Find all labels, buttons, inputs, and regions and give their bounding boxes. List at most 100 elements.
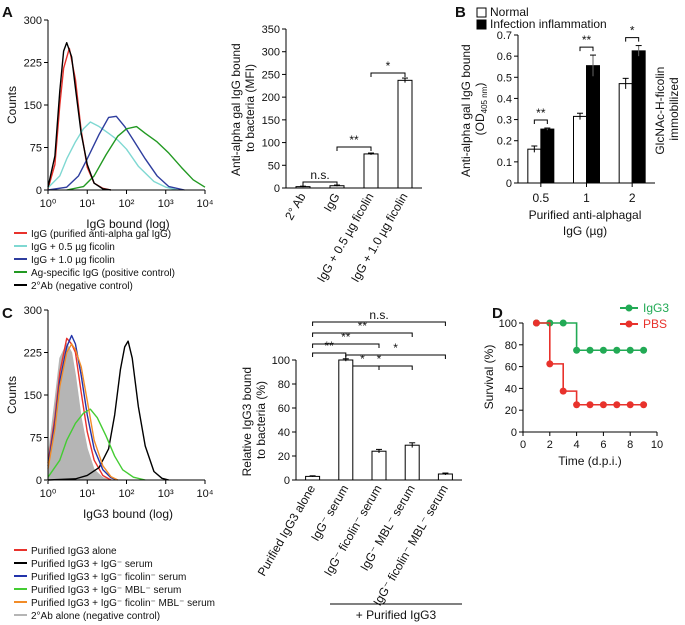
b-xlabel-line2: IgG (µg) xyxy=(563,224,607,238)
c-legend-label: Purified IgG3 alone xyxy=(31,546,117,557)
b-ylabel-subscript: 405 nm xyxy=(480,86,489,113)
b-legend-swatch-normal xyxy=(476,7,487,18)
d-y-tick-label: 80 xyxy=(505,340,517,352)
a-bar-y-tick-label: 200 xyxy=(262,92,280,104)
b-category-label: 0.5 xyxy=(532,191,549,205)
c-bar-ylabel-line2: to bacteria (%) xyxy=(254,381,268,459)
d-legend-marker-pbs xyxy=(625,320,633,328)
d-marker-igg3 xyxy=(613,346,621,354)
d-marker-pbs xyxy=(573,401,581,409)
c-legend-label: Purified IgG3 + IgG⁻ MBL⁻ serum xyxy=(31,585,181,596)
d-marker-igg3 xyxy=(640,346,648,354)
b-right-label: GlcNAc-H-ficolin immobilized xyxy=(653,63,681,154)
c-bar-group-caption: + Purified IgG3 xyxy=(356,608,437,622)
c-bar-y-tick-label: 20 xyxy=(278,451,290,463)
c-bar-sig-bracket xyxy=(312,352,347,357)
c-bar-sig-label: n.s. xyxy=(369,308,388,322)
d-marker-igg3 xyxy=(599,346,607,354)
a-bar-ylabel-line1: Anti-alpha gal IgG bound xyxy=(229,43,243,176)
a-bar-sig-bracket xyxy=(302,181,338,186)
d-marker-pbs xyxy=(640,401,648,409)
b-bar-normal xyxy=(527,148,542,184)
b-bar-normal xyxy=(618,83,633,184)
c-bar-sig-label: ** xyxy=(358,319,368,333)
c-hist-series-4 xyxy=(47,408,146,481)
c-bar-sig-label: ** xyxy=(325,339,335,353)
c-bar-sig-bracket xyxy=(312,321,446,326)
a-hist-x-tick-label: 10⁴ xyxy=(197,198,214,210)
panel-c-legend: Purified IgG3 alone Purified IgG3 + IgG⁻… xyxy=(14,546,215,622)
d-xlabel: Time (d.p.i.) xyxy=(558,454,622,468)
c-legend-label: Purified IgG3 + IgG⁻ serum xyxy=(31,559,153,570)
b-ylabel-line1: Anti-alpha gal IgG bound xyxy=(459,44,473,177)
d-x-tick-label: 2 xyxy=(547,439,553,451)
a-bar-ylabel-line2: to bacteria (MFI) xyxy=(243,64,257,152)
b-ylabel: Anti-alpha gal IgG bound (OD405 nm) xyxy=(459,41,489,177)
a-bar-y-tick-label: 50 xyxy=(268,160,280,172)
d-y-tick-label: 20 xyxy=(505,405,517,417)
d-legend-marker-igg3 xyxy=(625,304,633,312)
c-bar-sig-bracket xyxy=(312,343,380,348)
b-ylabel-prefix: (OD xyxy=(473,113,487,135)
a-bar-sig-bracket xyxy=(336,146,372,151)
a-hist-y-tick-label: 225 xyxy=(24,58,42,70)
a-legend-label: IgG + 0.5 µg ficolin xyxy=(31,242,115,253)
c-bar-y-tick-label: 100 xyxy=(272,355,290,367)
c-hist-xlabel: IgG3 bound (log) xyxy=(83,507,173,521)
a-bar-bar xyxy=(363,153,379,189)
b-sig-bracket xyxy=(579,46,594,52)
c-hist-y-tick-label: 225 xyxy=(24,348,42,360)
b-ylabel-suffix: ) xyxy=(473,83,487,87)
c-bar-bar xyxy=(371,450,387,481)
c-hist-y-tick-label: 150 xyxy=(24,390,42,402)
a-bar-y-tick-label: 250 xyxy=(262,69,280,81)
d-marker-pbs xyxy=(532,319,540,327)
a-bar-ylabel: Anti-alpha gal IgG bound to bacteria (MF… xyxy=(229,40,257,176)
d-marker-pbs xyxy=(613,401,621,409)
b-y-tick-label: 0.5 xyxy=(497,72,512,84)
d-marker-pbs xyxy=(546,360,554,368)
c-bar-ylabel: Relative IgG3 bound to bacteria (%) xyxy=(240,364,268,477)
a-hist-x-tick-label: 10² xyxy=(119,198,135,210)
d-ylabel: Survival (%) xyxy=(482,345,496,410)
a-hist-series-3 xyxy=(47,115,185,191)
a-hist-series-2 xyxy=(47,121,178,191)
b-bar-normal xyxy=(573,115,587,184)
c-hist-series-1 xyxy=(47,337,112,481)
b-category-label: 2 xyxy=(629,191,636,205)
c-legend-label: Purified IgG3 + IgG⁻ ficolin⁻ MBL⁻ serum xyxy=(31,598,215,609)
c-bar-bar xyxy=(404,444,420,481)
c-legend-label: 2°Ab alone (negative control) xyxy=(31,611,160,622)
b-y-tick-label: 0 xyxy=(506,178,512,190)
d-x-tick-label: 4 xyxy=(574,439,580,451)
b-sig-label: * xyxy=(630,24,635,38)
d-y-tick-label: 100 xyxy=(499,318,517,330)
d-marker-igg3 xyxy=(626,346,634,354)
b-bar-infection xyxy=(631,50,646,184)
panel-label-d: D xyxy=(492,305,503,322)
a-bar-sig-label: * xyxy=(386,59,391,73)
c-bar-y-tick-label: 80 xyxy=(278,379,290,391)
d-legend-label-pbs: PBS xyxy=(643,317,667,331)
d-x-tick-label: 0 xyxy=(520,439,526,451)
a-bar-y-tick-label: 350 xyxy=(262,24,280,36)
c-bar-y-tick-label: 0 xyxy=(284,475,290,487)
d-marker-igg3 xyxy=(573,346,581,354)
c-bar-ylabel-line1: Relative IgG3 bound xyxy=(240,367,254,476)
c-hist-y-tick-label: 75 xyxy=(30,433,42,445)
d-curve-igg3 xyxy=(536,322,644,352)
a-hist-ylabel: Counts xyxy=(5,86,19,124)
a-hist-xlabel: IgG bound (log) xyxy=(86,217,169,231)
b-sig-bracket xyxy=(625,37,640,42)
a-hist-x-tick-label: 10⁰ xyxy=(40,198,57,210)
b-y-tick-label: 0.1 xyxy=(497,157,512,169)
c-bar-sig-label: ** xyxy=(341,330,351,344)
d-legend-label-igg3: IgG3 xyxy=(643,301,669,315)
panel-label-c: C xyxy=(2,305,13,322)
panel-label-b: B xyxy=(455,4,466,21)
b-sig-label: ** xyxy=(536,106,546,120)
c-hist-x-tick-label: 10¹ xyxy=(79,488,95,500)
